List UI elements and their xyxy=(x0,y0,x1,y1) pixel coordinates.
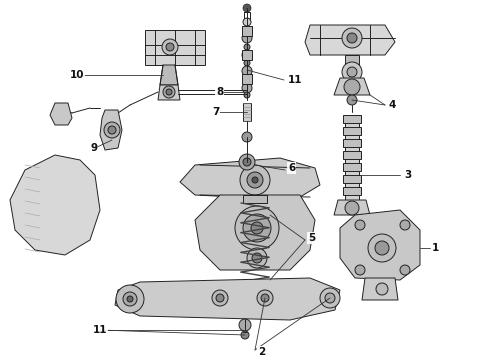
Polygon shape xyxy=(195,195,315,270)
Circle shape xyxy=(247,172,263,188)
Circle shape xyxy=(252,253,262,263)
Circle shape xyxy=(376,283,388,295)
Circle shape xyxy=(243,158,251,166)
Circle shape xyxy=(325,293,335,303)
Circle shape xyxy=(244,27,250,33)
Polygon shape xyxy=(160,65,178,85)
Bar xyxy=(343,151,361,159)
Circle shape xyxy=(252,177,258,183)
Bar xyxy=(343,175,361,183)
Bar xyxy=(242,26,252,36)
Polygon shape xyxy=(158,85,180,100)
Polygon shape xyxy=(145,30,205,65)
Text: 11: 11 xyxy=(288,75,302,85)
Circle shape xyxy=(104,122,120,138)
Circle shape xyxy=(166,89,172,95)
Circle shape xyxy=(355,220,365,230)
Polygon shape xyxy=(180,158,320,200)
Circle shape xyxy=(243,4,251,12)
Polygon shape xyxy=(115,278,340,320)
Bar xyxy=(242,74,252,84)
Circle shape xyxy=(244,44,250,50)
Circle shape xyxy=(342,28,362,48)
Bar xyxy=(345,55,359,70)
Circle shape xyxy=(240,165,270,195)
Circle shape xyxy=(400,220,410,230)
Circle shape xyxy=(127,296,133,302)
Text: 1: 1 xyxy=(432,243,439,253)
Circle shape xyxy=(235,206,279,250)
Circle shape xyxy=(241,331,249,339)
Bar xyxy=(242,50,252,60)
Circle shape xyxy=(242,50,252,60)
Text: 8: 8 xyxy=(216,87,223,97)
Circle shape xyxy=(243,18,251,26)
Circle shape xyxy=(242,83,252,93)
Circle shape xyxy=(344,79,360,95)
Polygon shape xyxy=(100,110,122,150)
Polygon shape xyxy=(305,25,395,55)
Circle shape xyxy=(166,43,174,51)
Polygon shape xyxy=(10,155,100,255)
Circle shape xyxy=(257,290,273,306)
Circle shape xyxy=(242,33,252,43)
Text: 4: 4 xyxy=(388,100,395,110)
Bar xyxy=(243,195,267,203)
Circle shape xyxy=(247,248,267,268)
Polygon shape xyxy=(50,103,72,125)
Bar xyxy=(343,163,361,171)
Bar xyxy=(343,187,361,195)
Circle shape xyxy=(239,154,255,170)
Bar xyxy=(345,115,359,200)
Circle shape xyxy=(347,95,357,105)
Polygon shape xyxy=(362,278,398,300)
Text: 7: 7 xyxy=(212,107,220,117)
Circle shape xyxy=(244,60,250,66)
Polygon shape xyxy=(334,200,370,215)
Circle shape xyxy=(123,292,137,306)
Circle shape xyxy=(355,265,365,275)
Circle shape xyxy=(251,222,263,234)
Text: 10: 10 xyxy=(70,70,84,80)
Bar xyxy=(243,103,251,121)
Polygon shape xyxy=(334,78,370,95)
Circle shape xyxy=(347,33,357,43)
Circle shape xyxy=(216,294,224,302)
Text: 9: 9 xyxy=(90,143,97,153)
Circle shape xyxy=(243,214,271,242)
Circle shape xyxy=(163,86,175,98)
Bar xyxy=(243,282,267,290)
Circle shape xyxy=(345,201,359,215)
Polygon shape xyxy=(340,210,420,280)
Circle shape xyxy=(108,126,116,134)
Text: 3: 3 xyxy=(404,170,411,180)
Circle shape xyxy=(242,132,252,142)
Text: 5: 5 xyxy=(308,233,315,243)
Text: 6: 6 xyxy=(288,163,295,173)
Circle shape xyxy=(400,265,410,275)
Circle shape xyxy=(375,241,389,255)
Circle shape xyxy=(162,39,178,55)
Circle shape xyxy=(368,234,396,262)
Circle shape xyxy=(212,290,228,306)
Text: 2: 2 xyxy=(258,347,265,357)
Circle shape xyxy=(239,319,251,331)
Circle shape xyxy=(242,66,252,76)
Bar xyxy=(343,127,361,135)
Circle shape xyxy=(244,92,250,98)
Text: 11: 11 xyxy=(93,325,107,335)
Circle shape xyxy=(342,62,362,82)
Circle shape xyxy=(261,294,269,302)
Circle shape xyxy=(347,67,357,77)
Circle shape xyxy=(116,285,144,313)
Circle shape xyxy=(320,288,340,308)
Bar xyxy=(343,115,361,123)
Circle shape xyxy=(244,76,250,82)
Bar xyxy=(343,139,361,147)
